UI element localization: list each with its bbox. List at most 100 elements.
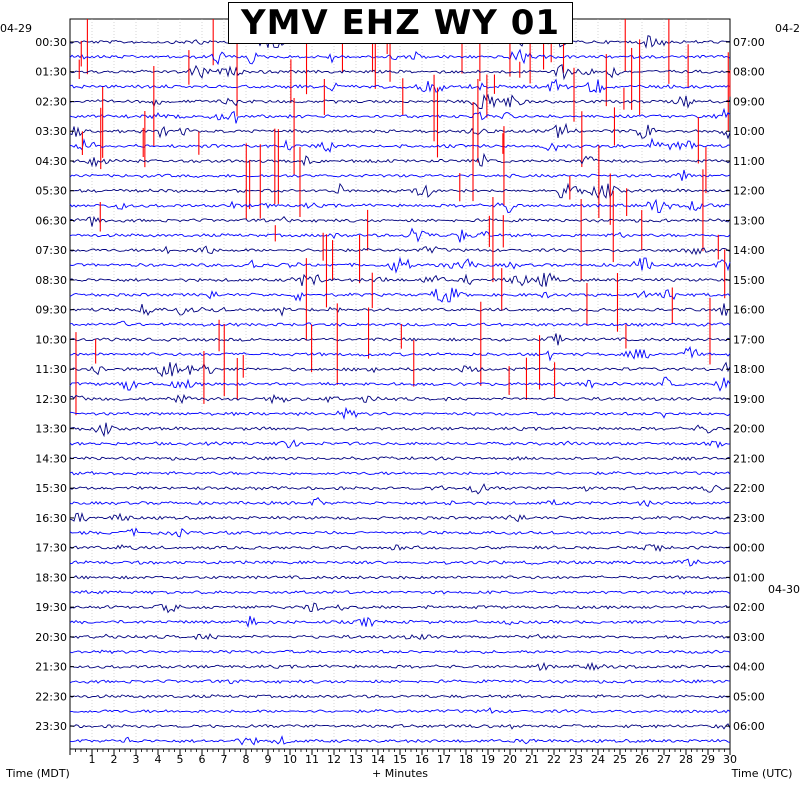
left-tick-label: 07:30 [35,244,67,257]
x-tick-label: 8 [243,753,250,766]
x-tick-label: 18 [459,753,473,766]
right-tick-label: 21:00 [733,452,765,465]
x-tick-label: 20 [503,753,517,766]
right-tick-label: 18:00 [733,363,765,376]
trace-row [69,483,731,495]
trace-row [69,215,731,227]
seismic-traces [69,19,731,746]
trace-row [69,107,731,124]
x-axis: 1 2 3 4 5 6 7 8 9 10 11 12 13 14 15 16 17 18 19 20 21 22 23 24 2… [69,749,737,766]
x-tick-label: 25 [613,753,627,766]
right-tick-label: 03:00 [733,631,765,644]
x-tick-label: 26 [635,753,649,766]
trace-row [69,649,731,655]
trace-row [69,122,731,140]
x-tick-label: 14 [371,753,385,766]
right-date-label-2: 04-30 [768,583,800,596]
x-tick-label: 4 [155,753,162,766]
right-tick-label: 12:00 [733,185,765,198]
x-tick-label: 11 [305,753,319,766]
left-date-label: 04-29 [0,22,32,35]
right-tick-label: 02:00 [733,601,765,614]
trace-row [69,527,731,538]
trace-row [69,723,731,730]
chart-title-box: YMV EHZ WY 01 [228,2,573,44]
right-date-label: 04-2 [775,22,800,35]
x-tick-label: 23 [569,753,583,766]
trace-row [69,511,731,523]
trace-row [69,169,731,181]
trace-row [69,256,731,274]
trace-row [69,558,731,567]
x-tick-label: 17 [437,753,451,766]
trace-row [69,137,731,153]
left-tick-label: 08:30 [35,274,67,287]
left-axis: 00:30 01:30 02:30 03:30 04:30 05:30 06:30 07:30… [35,36,74,733]
x-tick-label: 24 [591,753,605,766]
x-tick-label: 9 [265,753,272,766]
right-tick-label: 14:00 [733,244,765,257]
right-tick-label: 00:00 [733,542,765,555]
trace-row [69,93,731,109]
trace-row [69,245,731,256]
chart-title: YMV EHZ WY 01 [240,3,561,43]
left-tick-label: 16:30 [35,512,67,525]
left-tick-label: 15:30 [35,482,67,495]
left-tick-label: 20:30 [35,631,67,644]
trace-row [69,333,731,346]
x-tick-label: 30 [723,753,737,766]
trace-row [69,735,731,746]
right-tick-label: 09:00 [733,95,765,108]
trace-row [69,272,731,288]
right-tick-label: 23:00 [733,512,765,525]
left-tick-label: 14:30 [35,452,67,465]
trace-row [69,393,731,405]
x-tick-label: 19 [481,753,495,766]
right-tick-label: 11:00 [733,155,765,168]
right-tick-label: 01:00 [733,571,765,584]
right-tick-label: 08:00 [733,66,765,79]
x-tick-label: 12 [327,753,341,766]
left-tick-label: 17:30 [35,542,67,555]
trace-row [69,456,731,461]
right-tick-label: 17:00 [733,333,765,346]
trace-row [69,602,731,614]
x-tick-label: 27 [657,753,671,766]
x-tick-label: 5 [177,753,184,766]
trace-row [69,320,731,327]
trace-row [69,303,731,317]
trace-row [69,707,731,714]
left-tick-label: 06:30 [35,214,67,227]
trace-row [69,544,731,553]
trace-row [69,287,731,303]
left-tick-label: 18:30 [35,571,67,584]
right-tick-label: 20:00 [733,423,765,436]
trace-row [69,406,731,420]
left-axis-label: Time (MDT) [5,767,70,780]
trace-row [69,422,731,438]
x-tick-label: 1 [89,753,96,766]
right-tick-label: 10:00 [733,125,765,138]
x-tick-label: 7 [221,753,228,766]
x-tick-label: 3 [133,753,140,766]
x-tick-label: 13 [349,753,363,766]
right-tick-label: 04:00 [733,661,765,674]
trace-row [69,182,731,199]
left-tick-label: 11:30 [35,363,67,376]
x-axis-label: + Minutes [372,767,428,780]
left-tick-label: 21:30 [35,661,67,674]
left-tick-label: 19:30 [35,601,67,614]
left-tick-label: 05:30 [35,185,67,198]
right-tick-label: 16:00 [733,304,765,317]
trace-row [69,589,731,595]
trace-row [69,439,731,449]
x-tick-label: 2 [111,753,118,766]
x-tick-label: 28 [679,753,693,766]
trace-row [69,497,731,508]
trace-row [69,346,731,362]
x-tick-label: 29 [701,753,715,766]
left-tick-label: 09:30 [35,304,67,317]
right-tick-label: 15:00 [733,274,765,287]
trace-row [69,470,731,476]
